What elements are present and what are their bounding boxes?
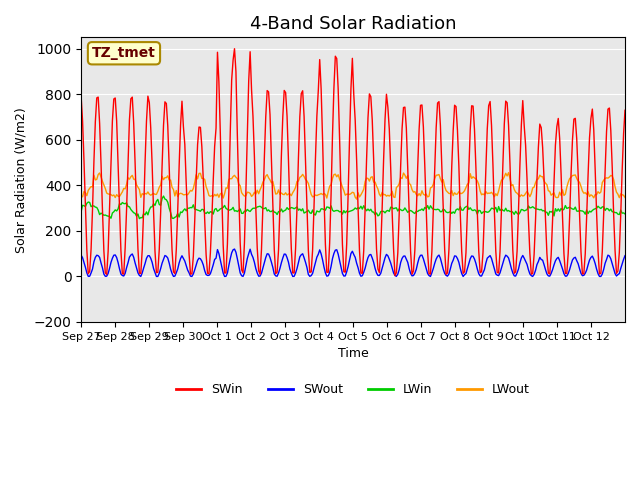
LWout bbox=[353, 196, 360, 202]
SWin bbox=[621, 108, 629, 113]
X-axis label: Time: Time bbox=[338, 347, 369, 360]
LWout bbox=[467, 171, 474, 177]
SWout bbox=[621, 253, 629, 259]
LWin bbox=[468, 207, 476, 213]
LWout bbox=[113, 192, 120, 197]
SWin bbox=[77, 94, 85, 100]
LWin bbox=[360, 203, 367, 209]
LWin bbox=[136, 216, 143, 221]
LWout bbox=[620, 192, 627, 198]
LWout bbox=[621, 194, 629, 200]
LWin bbox=[548, 208, 556, 214]
SWin bbox=[230, 46, 238, 51]
SWout bbox=[620, 256, 627, 262]
Line: SWout: SWout bbox=[81, 249, 625, 276]
SWin bbox=[468, 103, 476, 108]
SWout bbox=[230, 246, 238, 252]
SWout bbox=[468, 253, 476, 259]
LWin bbox=[96, 212, 104, 217]
Line: SWin: SWin bbox=[81, 48, 625, 276]
LWout bbox=[548, 191, 556, 197]
Legend: SWin, SWout, LWin, LWout: SWin, SWout, LWin, LWout bbox=[172, 378, 535, 401]
SWin bbox=[620, 131, 627, 137]
LWin bbox=[620, 210, 627, 216]
SWin bbox=[358, 270, 366, 276]
LWin bbox=[621, 211, 629, 217]
LWout bbox=[505, 170, 513, 176]
SWout bbox=[113, 254, 120, 260]
Line: LWout: LWout bbox=[81, 173, 625, 199]
SWin bbox=[548, 217, 556, 223]
SWout bbox=[96, 254, 104, 260]
SWin bbox=[391, 273, 399, 278]
SWin bbox=[96, 120, 104, 126]
SWout bbox=[77, 252, 85, 258]
Line: LWin: LWin bbox=[81, 196, 625, 218]
SWout bbox=[548, 267, 556, 273]
LWout bbox=[96, 170, 104, 176]
Title: 4-Band Solar Radiation: 4-Band Solar Radiation bbox=[250, 15, 456, 33]
LWin bbox=[159, 193, 167, 199]
LWin bbox=[113, 208, 120, 214]
Y-axis label: Solar Radiation (W/m2): Solar Radiation (W/m2) bbox=[15, 107, 28, 252]
SWin bbox=[113, 118, 120, 124]
LWout bbox=[358, 189, 366, 195]
Text: TZ_tmet: TZ_tmet bbox=[92, 46, 156, 60]
SWout bbox=[137, 274, 145, 279]
SWout bbox=[360, 269, 367, 275]
LWin bbox=[77, 209, 85, 215]
LWout bbox=[77, 193, 85, 199]
